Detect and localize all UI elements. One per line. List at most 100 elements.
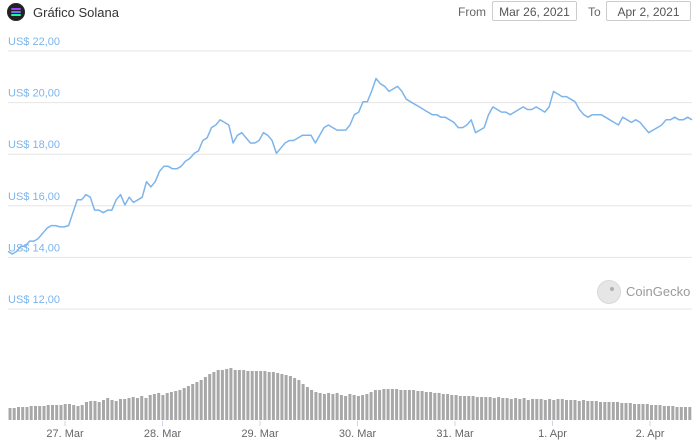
- volume-bar: [233, 370, 237, 420]
- volume-bar: [475, 397, 479, 420]
- volume-bar: [102, 400, 105, 420]
- volume-bar: [365, 394, 369, 420]
- y-tick-label: US$ 20,00: [8, 88, 60, 100]
- volume-bar: [671, 406, 675, 420]
- volume-bar: [21, 407, 25, 420]
- volume-bar: [386, 389, 390, 420]
- volume-bar: [433, 393, 437, 420]
- volume-bar: [611, 402, 615, 420]
- volume-bar: [339, 395, 343, 420]
- volume-bar: [624, 403, 628, 420]
- volume-bar: [539, 399, 543, 420]
- volume-bar: [263, 371, 267, 420]
- from-label: From: [458, 5, 486, 19]
- volume-bar: [208, 374, 212, 420]
- to-label: To: [588, 5, 601, 19]
- volume-bar: [250, 371, 254, 420]
- volume-bar: [594, 401, 598, 420]
- volume-bar: [531, 399, 535, 420]
- volume-bar: [293, 378, 297, 420]
- volume-bar: [356, 396, 360, 420]
- volume-bar: [271, 372, 275, 420]
- volume-bar: [220, 370, 224, 420]
- volume-bar: [492, 398, 496, 420]
- volume-bar: [38, 406, 42, 420]
- to-date-input[interactable]: Apr 2, 2021: [606, 1, 691, 21]
- volume-bar: [582, 400, 585, 420]
- grid-lines: [8, 50, 692, 310]
- volume-bar: [361, 395, 365, 420]
- x-tick-label: 2. Apr: [636, 428, 665, 440]
- volume-bar: [119, 399, 122, 420]
- volume-bar: [573, 400, 577, 420]
- price-line[interactable]: [7, 77, 693, 255]
- volume-bar: [161, 395, 165, 420]
- volume-bar: [599, 402, 602, 420]
- volume-bar: [654, 405, 658, 420]
- volume-bar: [106, 398, 110, 420]
- volume-bar: [242, 370, 246, 420]
- volume-bar: [280, 374, 284, 420]
- volume-bar: [144, 398, 148, 420]
- volume-bar: [203, 377, 207, 420]
- volume-bar: [93, 401, 97, 420]
- volume-bar: [212, 372, 216, 420]
- volume-bar: [68, 404, 71, 420]
- volume-bar: [229, 368, 233, 420]
- volume-bar: [662, 406, 666, 420]
- volume-bar: [373, 390, 377, 420]
- volume-bar: [556, 399, 560, 420]
- volume-bar: [565, 400, 568, 420]
- volume-bar: [641, 404, 645, 420]
- price-series[interactable]: [7, 77, 693, 255]
- volume-bar: [51, 405, 54, 420]
- volume-bar: [395, 389, 399, 420]
- volume-bar: [322, 394, 326, 420]
- volume-bar: [684, 407, 687, 420]
- volume-bar: [628, 403, 632, 420]
- x-tick-label: 30. Mar: [339, 428, 377, 440]
- volume-bar: [488, 397, 492, 420]
- volume-bar: [63, 404, 67, 420]
- x-tick-label: 27. Mar: [46, 428, 84, 440]
- volume-bar: [186, 386, 190, 420]
- volume-bar: [535, 399, 539, 420]
- volume-bar: [514, 398, 518, 420]
- volume-bar: [199, 380, 203, 420]
- volume-bar: [577, 401, 581, 420]
- x-tick-label: 28. Mar: [144, 428, 182, 440]
- volume-bar: [276, 373, 280, 420]
- volume-bar: [225, 369, 229, 420]
- volume-bar: [127, 398, 131, 420]
- volume-bar: [458, 396, 462, 420]
- volume-bar: [17, 407, 20, 420]
- volume-bar: [72, 405, 76, 420]
- volume-bar: [637, 404, 641, 420]
- volume-bar: [8, 408, 12, 420]
- volume-bar: [165, 393, 169, 420]
- volume-bar: [297, 380, 301, 420]
- from-date-input[interactable]: Mar 26, 2021: [492, 1, 577, 21]
- watermark-text: CoinGecko: [626, 284, 691, 299]
- volume-bar: [288, 376, 292, 420]
- volume-bar: [29, 406, 33, 420]
- volume-bar: [526, 400, 530, 420]
- y-tick-label: US$ 16,00: [8, 191, 60, 203]
- volume-bar: [76, 406, 80, 420]
- chart-title: Gráfico Solana: [33, 5, 119, 20]
- volume-bar: [450, 395, 454, 420]
- volume-bar: [55, 405, 59, 420]
- gecko-logo-icon: [597, 280, 621, 304]
- volume-bar: [569, 400, 573, 420]
- volume-bar: [658, 405, 662, 420]
- volume-bar: [148, 395, 152, 420]
- volume-bar: [131, 397, 135, 420]
- volume-bar: [467, 396, 471, 420]
- volume-bar: [454, 395, 458, 420]
- volume-bar: [424, 392, 428, 420]
- volume-bar: [399, 390, 403, 420]
- volume-bar: [518, 399, 522, 420]
- volume-bar: [301, 384, 305, 420]
- volume-bar: [85, 402, 88, 420]
